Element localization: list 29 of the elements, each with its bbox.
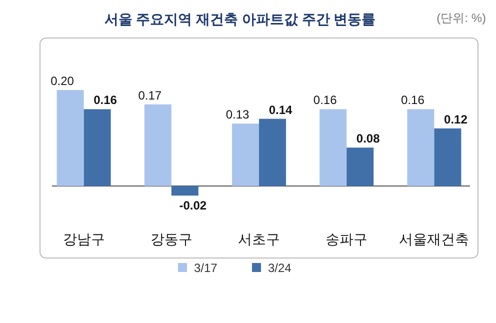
bar [434,128,462,186]
x-tick-label: 서울재건축 [399,231,470,247]
bar [171,186,198,196]
legend-label: 3/17 [194,261,218,275]
bar [144,104,172,186]
data-label: 0.16 [401,93,425,108]
chart-title: 서울 주요지역 재건축 아파트값 주간 변동률 [104,11,376,27]
data-label: 0.08 [356,132,380,146]
data-label: -0.02 [179,198,207,213]
bar [56,90,84,186]
legend-label: 3/24 [268,261,292,275]
x-tick-label: 강남구 [62,231,105,247]
bar [346,148,374,186]
data-label: 0.16 [94,93,118,108]
x-tick-label: 서초구 [238,231,280,247]
data-label: 0.14 [268,102,292,117]
bar [407,109,434,186]
bar [232,124,259,186]
x-tick-label: 강동구 [150,231,192,247]
data-label: 0.20 [50,74,74,88]
x-tick-label: 송파구 [326,231,368,247]
text: (단위: %) [436,11,486,25]
data-label: 0.12 [444,112,468,126]
bar [259,118,286,186]
bar [320,109,347,186]
data-label: 0.13 [226,108,250,122]
bar [84,109,111,186]
data-label: 0.17 [138,88,162,102]
data-label: 0.16 [313,93,338,108]
